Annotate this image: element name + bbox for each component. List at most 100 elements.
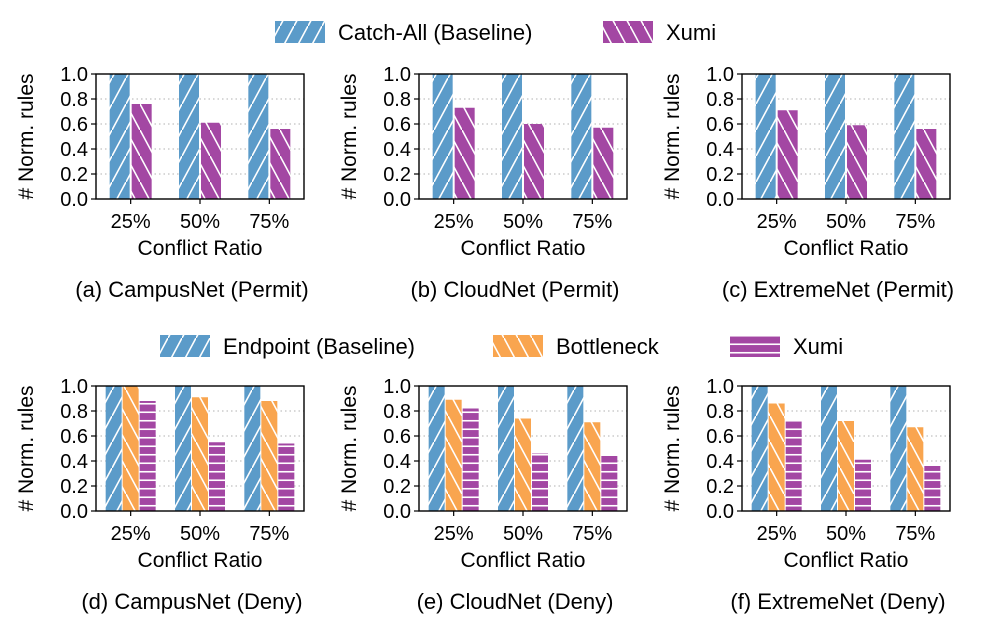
bar (890, 386, 907, 511)
x-tick-label: 50% (180, 211, 220, 233)
bar (139, 401, 156, 511)
bar (584, 422, 601, 511)
bar (567, 386, 584, 511)
y-tick-label: 1.0 (706, 376, 734, 398)
x-tick-label: 75% (895, 211, 935, 233)
bar (532, 453, 548, 511)
chart-caption: (a) CampusNet (Permit) (75, 277, 308, 302)
y-tick-label: 0.6 (383, 426, 411, 448)
x-tick-label: 25% (434, 211, 474, 233)
y-tick-label: 0.2 (706, 164, 734, 186)
legend-bottom-label: Endpoint (Baseline) (223, 334, 415, 359)
y-tick-label: 0.8 (706, 89, 734, 111)
bar (571, 74, 592, 199)
bar (601, 456, 618, 511)
bar (751, 386, 768, 511)
bar (105, 386, 122, 511)
chart-panel: 0.0 0.2 0.4 0.6 0.8 1.0 25% 50% 75% # Norm. rules… (15, 376, 305, 614)
bar (777, 110, 798, 199)
bar (515, 418, 531, 511)
bar (907, 427, 924, 511)
y-axis-label: # Norm. rules (661, 73, 684, 199)
bar (825, 74, 845, 199)
y-tick-label: 1.0 (706, 64, 734, 86)
bar (838, 421, 854, 511)
plot-frame (95, 73, 305, 200)
x-axis-label: Conflict Ratio (784, 237, 909, 260)
bar (916, 129, 937, 199)
x-axis-label: Conflict Ratio (138, 549, 263, 572)
x-tick-label: 75% (572, 211, 612, 233)
legend-bottom-label: Xumi (793, 334, 843, 359)
y-tick-label: 0.4 (706, 451, 734, 473)
legend-top-label: Xumi (666, 20, 716, 45)
bar (498, 386, 514, 511)
legend-top: Catch-All (Baseline) Xumi (275, 20, 716, 45)
bar (593, 127, 614, 199)
x-axis-label: Conflict Ratio (784, 549, 909, 572)
y-tick-label: 1.0 (60, 64, 88, 86)
plot-frame (95, 385, 305, 512)
x-tick-label: 25% (111, 211, 151, 233)
y-tick-label: 0.4 (383, 451, 411, 473)
plot-frame (741, 73, 951, 200)
x-tick-label: 25% (434, 523, 474, 545)
plot-frame (741, 385, 951, 512)
y-axis-label: # Norm. rules (15, 385, 38, 511)
bar (261, 401, 278, 511)
y-tick-label: 0.8 (383, 89, 411, 111)
y-tick-label: 0.0 (706, 501, 734, 523)
legend-bottom-swatch (493, 335, 543, 357)
chart-caption: (c) ExtremeNet (Permit) (722, 277, 954, 302)
bar (855, 459, 871, 511)
y-tick-label: 0.2 (60, 476, 88, 498)
x-tick-label: 50% (826, 211, 866, 233)
chart-panel: 0.0 0.2 0.4 0.6 0.8 1.0 25% 50% 75% # Norm. rules… (661, 376, 951, 614)
y-tick-label: 0.0 (383, 189, 411, 211)
chart-panel: 0.0 0.2 0.4 0.6 0.8 1.0 25% 50% 75% # Norm. rules… (338, 376, 628, 614)
bar (179, 74, 199, 199)
bar (209, 442, 225, 511)
bar (109, 74, 130, 199)
bar (768, 403, 785, 511)
bar (821, 386, 837, 511)
charts: 0.0 0.2 0.4 0.6 0.8 1.0 25% 50% 75% # Norm. rules… (15, 64, 954, 614)
bar (248, 74, 269, 199)
bar (428, 386, 445, 511)
chart-caption: (f) ExtremeNet (Deny) (730, 589, 945, 614)
y-tick-label: 0.2 (383, 164, 411, 186)
bar (785, 421, 802, 511)
x-tick-label: 25% (757, 523, 797, 545)
bar (924, 466, 941, 511)
y-tick-label: 0.0 (706, 189, 734, 211)
y-tick-label: 0.0 (60, 501, 88, 523)
x-axis-label: Conflict Ratio (461, 549, 586, 572)
x-tick-label: 50% (503, 523, 543, 545)
y-tick-label: 1.0 (383, 64, 411, 86)
y-axis-label: # Norm. rules (338, 385, 361, 511)
bar (894, 74, 915, 199)
y-tick-label: 0.6 (60, 426, 88, 448)
plot-frame (418, 385, 628, 512)
legend-top-swatch (275, 21, 325, 43)
bar (462, 408, 479, 511)
legend-top-swatch (603, 21, 653, 43)
y-tick-label: 0.6 (706, 114, 734, 136)
x-tick-label: 25% (111, 523, 151, 545)
legend-bottom: Endpoint (Baseline) Bottleneck Xumi (160, 334, 843, 359)
bar (278, 443, 295, 511)
y-axis-label: # Norm. rules (338, 73, 361, 199)
legend-bottom-label: Bottleneck (556, 334, 660, 359)
bar (175, 386, 191, 511)
y-tick-label: 0.6 (383, 114, 411, 136)
y-tick-label: 0.4 (706, 139, 734, 161)
x-tick-label: 25% (757, 211, 797, 233)
y-tick-label: 0.8 (706, 401, 734, 423)
x-tick-label: 50% (503, 211, 543, 233)
y-tick-label: 0.6 (60, 114, 88, 136)
x-tick-label: 75% (895, 523, 935, 545)
x-tick-label: 75% (249, 211, 289, 233)
y-tick-label: 0.6 (706, 426, 734, 448)
legend-bottom-swatch (730, 335, 780, 357)
